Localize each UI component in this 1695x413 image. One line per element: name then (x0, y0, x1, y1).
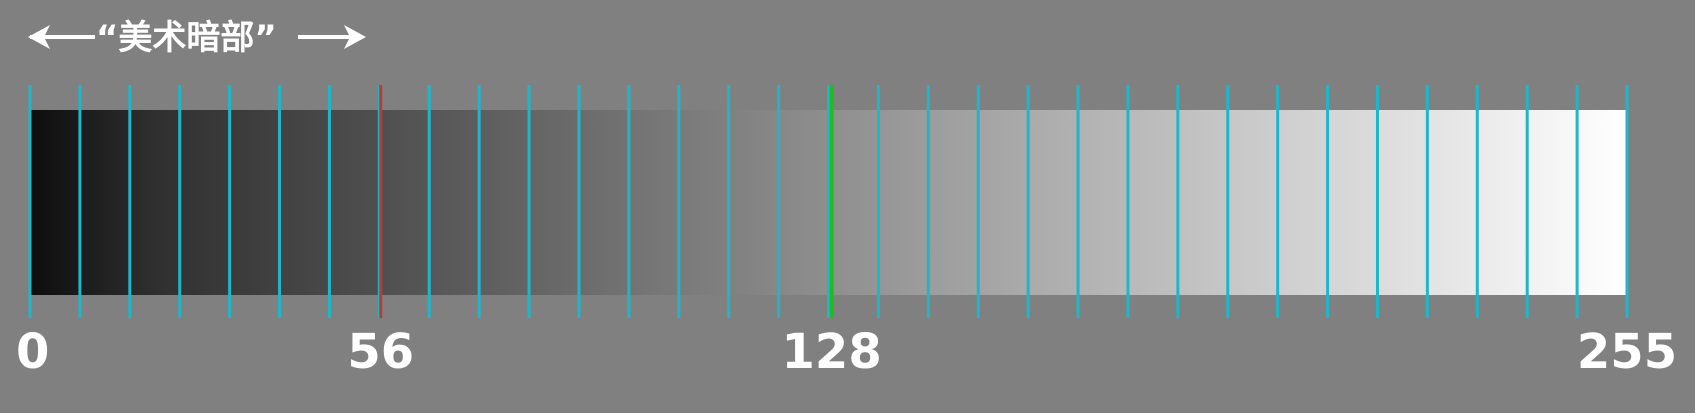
value-labels: 0 56 128 255 (16, 324, 1677, 380)
value-label-0: 0 (16, 324, 49, 380)
dark-range-annotation: “美术暗部” (28, 18, 366, 58)
value-label-255: 255 (1577, 324, 1677, 380)
left-arrowhead-icon (28, 25, 50, 49)
value-label-56: 56 (347, 324, 414, 380)
dark-range-caption: “美术暗部” (96, 18, 277, 58)
tick-lines (28, 85, 1629, 318)
marker-lines (379, 85, 834, 318)
right-arrowhead-icon (344, 25, 366, 49)
value-label-128: 128 (782, 324, 882, 380)
